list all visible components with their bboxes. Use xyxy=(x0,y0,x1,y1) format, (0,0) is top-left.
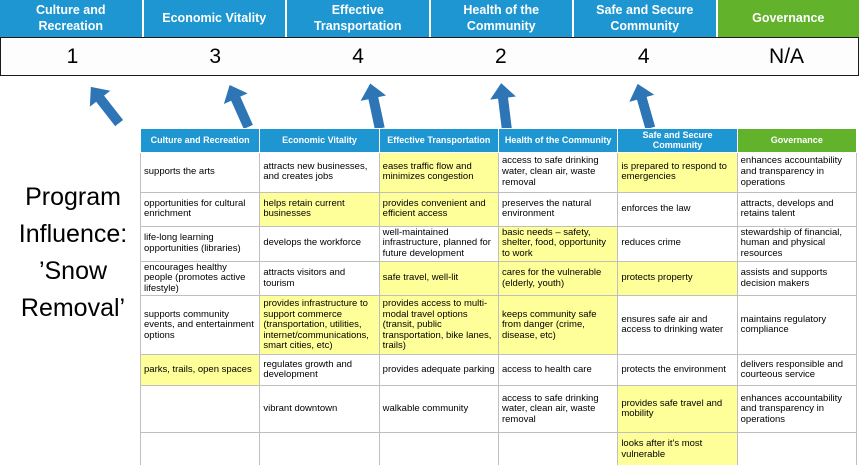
pillar-header-culture: Culture and Recreation xyxy=(0,0,144,37)
matrix-cell-highlighted: safe travel, well-lit xyxy=(378,260,499,297)
matrix-header-cell: Health of the Community xyxy=(497,128,619,153)
pillar-header-health: Health of the Community xyxy=(430,0,574,37)
matrix-cell: supports community events, and entertain… xyxy=(139,295,261,356)
matrix-cell xyxy=(139,385,261,434)
matrix-cell xyxy=(259,432,380,465)
matrix-row: looks after it's most vulnerable xyxy=(139,432,858,465)
matrix-header-row: Culture and Recreation Economic Vitality E… xyxy=(139,128,858,153)
scorecard-score-row: 1 3 4 2 4 N/A xyxy=(0,37,859,76)
matrix-cell xyxy=(139,432,261,465)
pillar-score-health: 2 xyxy=(495,44,507,68)
matrix-cell: vibrant downtown xyxy=(259,385,380,434)
matrix-row: life-long learning opportunities (librar… xyxy=(139,225,858,262)
pillar-header-safe: Safe and Secure Community xyxy=(574,0,718,37)
matrix-row: opportunities for cultural enrichment hel… xyxy=(139,191,858,227)
matrix-cell xyxy=(378,432,499,465)
matrix-cell: enhances accountability and transparency… xyxy=(736,385,858,434)
matrix-cell-highlighted: helps retain current businesses xyxy=(259,191,380,227)
matrix-cell: protects the environment xyxy=(617,354,738,387)
pillar-score-culture: 1 xyxy=(66,44,79,68)
up-arrow-icon xyxy=(625,80,663,131)
pillar-score-economic: 3 xyxy=(209,44,222,68)
matrix-cell: enforces the law xyxy=(617,191,738,227)
matrix-cell xyxy=(497,432,619,465)
matrix-header-cell: Economic Vitality xyxy=(259,128,380,153)
matrix-cell: enhances accountability and transparency… xyxy=(736,151,858,193)
matrix-cell: attracts, develops and retains talent xyxy=(736,191,858,227)
matrix-row: vibrant downtown walkable community access… xyxy=(139,385,858,434)
up-arrow-icon xyxy=(358,81,393,131)
influence-matrix: Culture and Recreation Economic Vitality E… xyxy=(139,128,858,465)
matrix-cell: provides adequate parking xyxy=(378,354,499,387)
pillar-score-transportation: 4 xyxy=(352,44,364,68)
matrix-cell-highlighted: provides access to multi-modal travel op… xyxy=(378,295,499,356)
title-line: Program xyxy=(25,183,121,211)
matrix-cell-highlighted: parks, trails, open spaces xyxy=(139,354,261,387)
matrix-cell: assists and supports decision makers xyxy=(736,260,858,297)
matrix-cell: well-maintained infrastructure, planned … xyxy=(378,225,499,262)
matrix-cell: access to safe drinking water, clean air… xyxy=(497,385,619,434)
matrix-cell: opportunities for cultural enrichment xyxy=(139,191,261,227)
matrix-cell: preserves the natural environment xyxy=(497,191,619,227)
matrix-header-cell: Culture and Recreation xyxy=(139,128,261,153)
matrix-cell: develops the workforce xyxy=(259,225,380,262)
matrix-cell: delivers responsible and courteous servi… xyxy=(736,354,858,387)
matrix-cell: access to health care xyxy=(497,354,619,387)
matrix-header-cell: Governance xyxy=(736,128,858,153)
pillar-score-governance: N/A xyxy=(769,44,805,68)
matrix-cell-highlighted: provides infrastructure to support comme… xyxy=(259,295,380,356)
matrix-cell: walkable community xyxy=(378,385,499,434)
matrix-cell-highlighted: keeps community safe from danger (crime,… xyxy=(497,295,619,356)
matrix-cell xyxy=(736,432,858,465)
matrix-row: parks, trails, open spaces regulates grow… xyxy=(139,354,858,387)
matrix-cell-highlighted: is prepared to respond to emergencies xyxy=(617,151,738,193)
program-influence-title: Program Influence: ’Snow Removal’ xyxy=(0,179,146,327)
matrix-cell-highlighted: protects property xyxy=(617,260,738,297)
matrix-cell: life-long learning opportunities (librar… xyxy=(139,225,261,262)
up-arrow-icon xyxy=(488,82,519,131)
matrix-cell: maintains regulatory compliance xyxy=(736,295,858,356)
pillar-score-safe: 4 xyxy=(637,44,650,68)
matrix-header-cell: Safe and Secure Community xyxy=(617,128,738,153)
matrix-cell: regulates growth and development xyxy=(259,354,380,387)
matrix-cell-highlighted: cares for the vulnerable (elderly, youth… xyxy=(497,260,619,297)
matrix-cell-highlighted: provides safe travel and mobility xyxy=(617,385,738,434)
matrix-cell-highlighted: eases traffic flow and minimizes congest… xyxy=(378,151,499,193)
pillar-header-economic: Economic Vitality xyxy=(143,0,287,37)
pillar-header-transportation: Effective Transportation xyxy=(287,0,431,37)
matrix-row: encourages healthy people (promotes acti… xyxy=(139,260,858,297)
matrix-cell: attracts new businesses, and creates job… xyxy=(259,151,380,193)
matrix-cell: reduces crime xyxy=(617,225,738,262)
matrix-cell: ensures safe air and access to drinking … xyxy=(617,295,738,356)
matrix-cell: access to safe drinking water, clean air… xyxy=(497,151,619,193)
matrix-cell: stewardship of financial, human and phys… xyxy=(736,225,858,262)
title-line: Removal’ xyxy=(20,294,126,322)
up-arrow-icon xyxy=(218,80,260,133)
matrix-cell-highlighted: basic needs – safety, shelter, food, opp… xyxy=(497,225,619,262)
matrix-cell: attracts visitors and tourism xyxy=(259,260,380,297)
matrix-cell: encourages healthy people (promotes acti… xyxy=(139,260,261,297)
matrix-cell-highlighted: provides convenient and efficient access xyxy=(378,191,499,227)
matrix-cell: supports the arts xyxy=(139,151,261,193)
title-line: ’Snow xyxy=(38,257,108,285)
matrix-header-cell: Effective Transportation xyxy=(378,128,499,153)
matrix-cell-highlighted: looks after it's most vulnerable xyxy=(617,432,738,465)
up-arrow-icon xyxy=(81,79,130,131)
title-line: Influence: xyxy=(18,220,128,248)
matrix-row: supports the arts attracts new businesses… xyxy=(139,151,858,193)
scorecard-header-row: Culture and Recreation Economic Vitality… xyxy=(0,0,859,37)
pillar-header-governance: Governance xyxy=(717,0,859,37)
matrix-row: supports community events, and entertain… xyxy=(139,295,858,356)
